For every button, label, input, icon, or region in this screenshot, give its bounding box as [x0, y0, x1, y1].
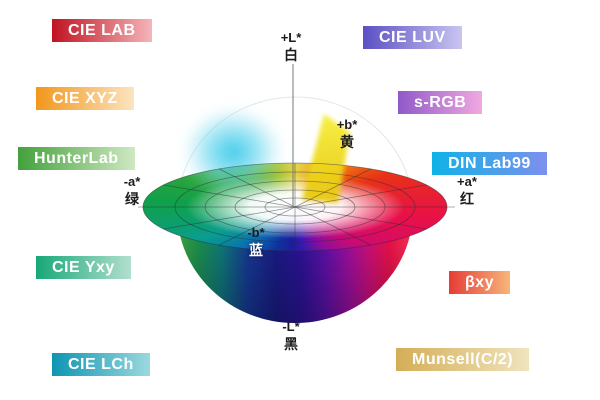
banner-s-rgb: s-RGB	[398, 91, 483, 114]
axis-cjk: 黑	[284, 336, 298, 352]
banner-cie-lch: CIE LCh	[52, 353, 150, 376]
banner-cie-luv: CIE LUV	[363, 26, 462, 49]
axis-label-a-plus: +a* 红	[445, 174, 489, 209]
axis-cjk: 蓝	[249, 242, 263, 258]
axis-label-l-plus: +L* 白	[269, 30, 313, 65]
axis-cjk: 白	[284, 47, 298, 63]
axis-label-a-minus: -a* 绿	[110, 174, 154, 209]
banner-bxy: βxy	[449, 271, 511, 294]
equatorial-hue-disk	[143, 163, 447, 251]
axis-symbol: +b*	[336, 117, 358, 132]
banner-munsell: Munsell(C/2)	[396, 348, 530, 371]
banner-cie-xyz: CIE XYZ	[36, 87, 134, 110]
lower-hemisphere-shading	[177, 210, 413, 323]
axis-label-b-minus: -b* 蓝	[234, 225, 278, 260]
cyan-highlight	[181, 106, 285, 198]
axis-label-l-minus: -L* 黑	[269, 319, 313, 354]
axis-cjk: 红	[460, 191, 474, 207]
axis-label-b-plus: +b* 黄	[325, 117, 369, 152]
axis-symbol: -L*	[282, 319, 300, 334]
axis-symbol: +L*	[280, 30, 302, 45]
axis-symbol: +a*	[457, 174, 477, 189]
axis-cjk: 绿	[125, 191, 139, 207]
banner-hunterlab: HunterLab	[18, 147, 135, 170]
banner-cie-yxy: CIE Yxy	[36, 256, 131, 279]
axis-cjk: 黄	[340, 134, 354, 150]
banner-din-lab99: DIN Lab99	[432, 152, 547, 175]
upper-hemisphere-outline	[176, 96, 414, 211]
banner-cie-lab: CIE LAB	[52, 19, 152, 42]
axis-symbol: -b*	[247, 225, 265, 240]
wireframe-spokes	[138, 163, 455, 251]
axis-symbol: -a*	[123, 174, 141, 189]
wireframe-rings	[142, 162, 448, 252]
lower-hemisphere	[177, 210, 413, 323]
